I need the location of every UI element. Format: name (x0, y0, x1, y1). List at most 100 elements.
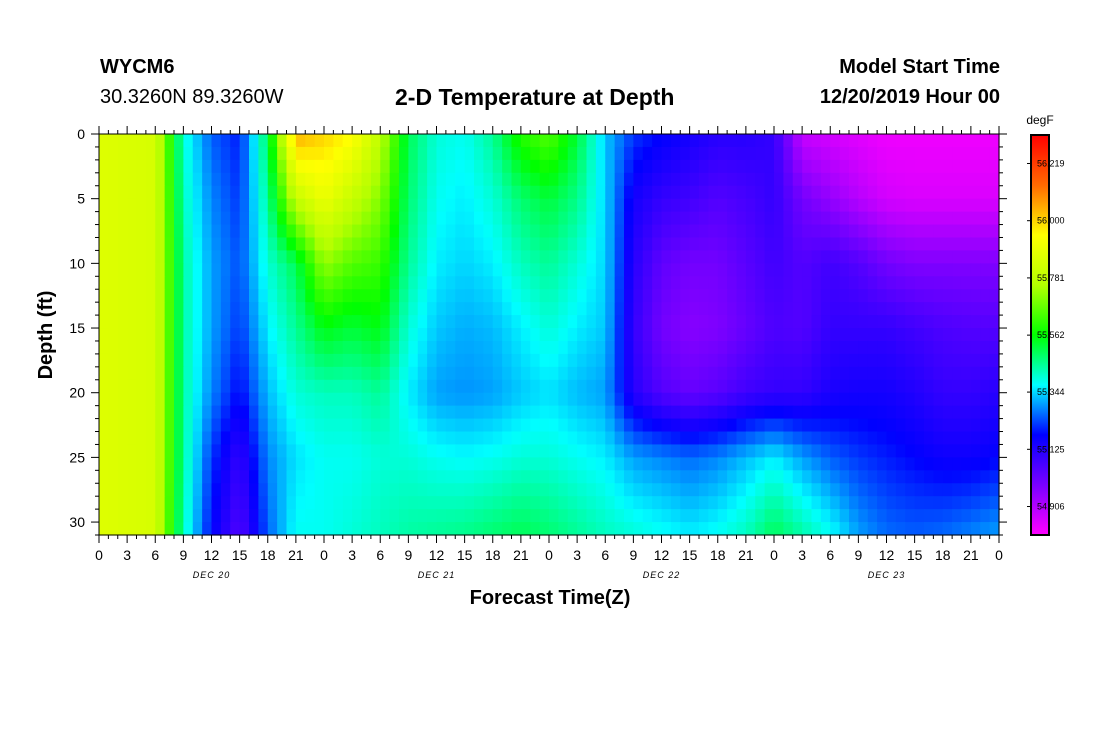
heatmap-cell (399, 328, 409, 342)
heatmap-cell (174, 418, 184, 433)
heatmap-cell (905, 276, 916, 290)
heatmap-cell (145, 379, 156, 394)
heatmap-cell (530, 276, 541, 290)
heatmap-cell (380, 509, 391, 523)
heatmap-cell (783, 315, 794, 329)
heatmap-cell (511, 328, 522, 342)
heatmap-cell (567, 444, 578, 458)
heatmap-cell (680, 483, 691, 497)
x-tick-label: 9 (854, 547, 862, 563)
heatmap-cell (202, 379, 213, 394)
heatmap-cell (370, 134, 381, 148)
heatmap-cell (333, 418, 344, 433)
heatmap-cell (417, 483, 428, 497)
heatmap-cell (670, 483, 681, 497)
heatmap-cell (305, 457, 316, 471)
heatmap-cell (483, 237, 494, 252)
heatmap-cell (211, 146, 222, 161)
heatmap-cell (952, 315, 963, 329)
heatmap-cell (755, 353, 766, 368)
heatmap-cell (324, 379, 334, 394)
heatmap-cell (99, 379, 109, 394)
heatmap-cell (689, 522, 700, 536)
heatmap-cell (361, 328, 372, 342)
heatmap-cell (811, 302, 822, 316)
heatmap-cell (108, 211, 119, 226)
heatmap-cell (370, 302, 381, 316)
heatmap-cell (727, 289, 738, 303)
colorbar: 56.21956.00055.78155.56255.34455.12554.9… (1026, 113, 1065, 536)
heatmap-cell (858, 159, 869, 174)
heatmap-cell (267, 146, 278, 161)
heatmap-cell (445, 159, 456, 174)
heatmap-cell (174, 276, 184, 290)
heatmap-cell (567, 224, 578, 239)
heatmap-cell (774, 457, 784, 471)
heatmap-cell (277, 237, 288, 252)
heatmap-cell (680, 470, 691, 484)
heatmap-cell (502, 276, 513, 290)
heatmap-cell (680, 444, 691, 458)
heatmap-cell (286, 379, 297, 394)
heatmap-cell (174, 509, 184, 523)
heatmap-cell (342, 211, 353, 226)
heatmap-cell (839, 366, 850, 381)
heatmap-cell (905, 405, 916, 420)
heatmap-cell (820, 237, 831, 252)
heatmap-cell (202, 496, 213, 510)
heatmap-cell (474, 431, 484, 446)
heatmap-cell (830, 250, 841, 264)
heatmap-cell (877, 328, 888, 342)
heatmap-cell (220, 340, 231, 355)
heatmap-cell (267, 379, 278, 394)
heatmap-cell (370, 328, 381, 342)
heatmap-cell (408, 444, 419, 458)
heatmap-cell (952, 522, 963, 536)
heatmap-cell (436, 444, 447, 458)
heatmap-cell (689, 185, 700, 200)
heatmap-cell (933, 353, 944, 368)
heatmap-cell (230, 470, 241, 484)
heatmap-cell (633, 379, 644, 394)
heatmap-cell (380, 496, 391, 510)
heatmap-cell (408, 405, 419, 420)
heatmap-cell (333, 159, 344, 174)
heatmap-cell (99, 457, 109, 471)
heatmap-cell (764, 289, 775, 303)
heatmap-cell (183, 431, 194, 446)
heatmap-cell (492, 224, 503, 239)
heatmap-cell (352, 289, 363, 303)
heatmap-cell (520, 483, 531, 497)
x-tick-label: 3 (798, 547, 806, 563)
heatmap-cell (352, 134, 363, 148)
x-tick-label: 15 (232, 547, 248, 563)
heatmap-cell (858, 379, 869, 394)
heatmap-cell (230, 263, 241, 277)
heatmap-cell (370, 418, 381, 433)
heatmap-cell (755, 276, 766, 290)
heatmap-cell (164, 496, 175, 510)
heatmap-cell (370, 470, 381, 484)
heatmap-cell (727, 366, 738, 381)
heatmap-cell (670, 211, 681, 226)
heatmap-cell (933, 198, 944, 213)
heatmap-cell (539, 302, 550, 316)
heatmap-cell (202, 224, 213, 239)
heatmap-cell (980, 250, 991, 264)
heatmap-cell (989, 198, 1000, 213)
heatmap-cell (539, 185, 550, 200)
heatmap-cell (595, 431, 606, 446)
heatmap-cell (783, 470, 794, 484)
heatmap-cell (633, 185, 644, 200)
heatmap-cell (249, 483, 259, 497)
heatmap-cell (708, 522, 719, 536)
heatmap-cell (717, 470, 728, 484)
heatmap-cell (483, 146, 494, 161)
heatmap-cell (614, 418, 625, 433)
heatmap-cell (399, 146, 409, 161)
heatmap-cell (399, 483, 409, 497)
heatmap-cells (99, 134, 1000, 536)
heatmap-cell (830, 366, 841, 381)
heatmap-cell (333, 289, 344, 303)
heatmap-cell (511, 405, 522, 420)
